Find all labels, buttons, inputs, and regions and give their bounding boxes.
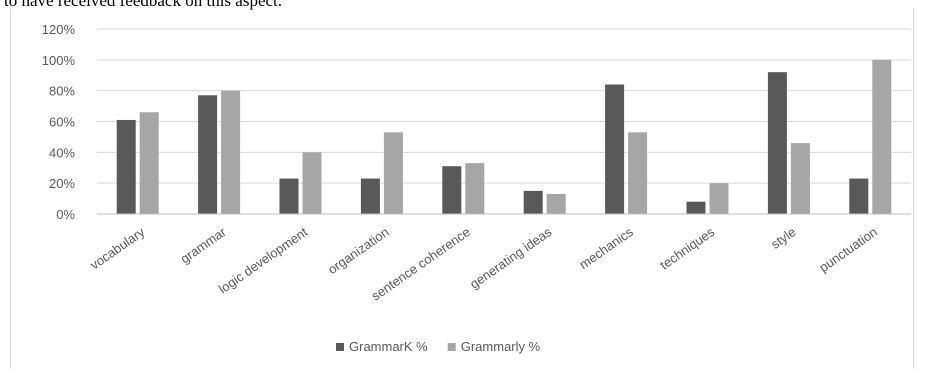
x-tick-label: punctuation <box>816 224 880 275</box>
bar-grammark <box>279 178 299 214</box>
y-tick-label: 100% <box>42 53 76 68</box>
bar-grammarly <box>139 112 159 214</box>
bar-grammark <box>360 178 380 214</box>
bar-grammarly <box>872 59 892 215</box>
bar-grammark <box>605 84 625 214</box>
chart-frame: 0% 20% 40% 60% 80% 100% 120% vocabulary grammar… <box>10 9 914 369</box>
x-tick-label: mechanics <box>576 224 636 272</box>
bar-grammarly <box>790 143 810 214</box>
bar-grammark <box>523 190 543 214</box>
x-tick-label: logic development <box>216 224 311 297</box>
y-tick-label: 120% <box>42 22 76 37</box>
x-tick-label: organization <box>325 224 392 277</box>
caption-text: to have received feedback on this aspect… <box>4 0 283 10</box>
bar-grammark <box>767 72 787 214</box>
y-tick-label: 20% <box>49 176 75 191</box>
legend-label: Grammarly % <box>461 339 541 354</box>
x-tick-label: style <box>768 224 799 252</box>
bar-grammark <box>849 178 869 214</box>
y-tick-label: 80% <box>49 84 75 99</box>
y-tick-label: 40% <box>49 145 75 160</box>
bar-grammark <box>198 95 218 214</box>
bar-grammarly <box>302 152 322 214</box>
legend-swatch <box>336 343 344 351</box>
y-tick-label: 0% <box>56 207 75 222</box>
x-tick-label: grammar <box>178 224 230 267</box>
x-tick-label: vocabulary <box>87 224 148 273</box>
bar-grammarly <box>628 132 648 214</box>
x-tick-label: techniques <box>657 224 718 273</box>
legend: GrammarK % Grammarly % <box>336 339 541 354</box>
bar-grammarly <box>709 183 729 214</box>
bar-grammarly <box>546 193 566 214</box>
bar-grammarly <box>221 90 241 214</box>
bar-chart: 0% 20% 40% 60% 80% 100% 120% vocabulary grammar… <box>42 22 911 354</box>
legend-swatch <box>447 343 456 351</box>
legend-label: GrammarK % <box>349 339 428 354</box>
bar-grammark <box>442 166 462 214</box>
gridlines <box>97 28 911 184</box>
y-axis-ticks: 0% 20% 40% 60% 80% 100% 120% <box>42 22 76 222</box>
x-tick-label: generating ideas <box>467 224 555 292</box>
bar-grammark <box>116 119 136 214</box>
bars <box>116 59 892 215</box>
bar-grammarly <box>383 132 403 214</box>
bar-grammark <box>686 201 706 214</box>
bar-grammarly <box>465 163 485 214</box>
y-tick-label: 60% <box>49 115 75 130</box>
